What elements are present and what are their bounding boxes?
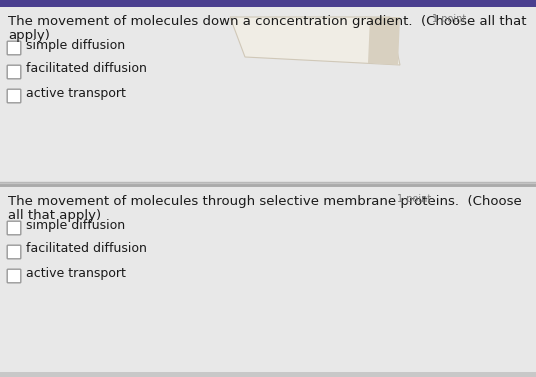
Text: The movement of molecules down a concentration gradient.  (Choose all that: The movement of molecules down a concent… — [8, 15, 526, 28]
FancyBboxPatch shape — [7, 89, 21, 103]
Polygon shape — [230, 17, 400, 65]
FancyBboxPatch shape — [0, 10, 536, 20]
Text: facilitated diffusion: facilitated diffusion — [26, 242, 147, 256]
Text: apply): apply) — [8, 29, 50, 42]
FancyBboxPatch shape — [7, 41, 21, 55]
Polygon shape — [368, 17, 400, 65]
Text: active transport: active transport — [26, 267, 126, 279]
Text: 1 point: 1 point — [432, 14, 466, 24]
Text: facilitated diffusion: facilitated diffusion — [26, 63, 147, 75]
Text: simple diffusion: simple diffusion — [26, 219, 125, 231]
FancyBboxPatch shape — [7, 221, 21, 235]
FancyBboxPatch shape — [0, 187, 536, 372]
FancyBboxPatch shape — [7, 65, 21, 79]
Text: 1 point: 1 point — [397, 194, 431, 204]
FancyBboxPatch shape — [0, 7, 536, 182]
FancyBboxPatch shape — [7, 269, 21, 283]
Text: all that apply): all that apply) — [8, 209, 101, 222]
Text: The movement of molecules through selective membrane proteins.  (Choose: The movement of molecules through select… — [8, 195, 522, 208]
FancyBboxPatch shape — [7, 245, 21, 259]
Text: active transport: active transport — [26, 86, 126, 100]
FancyBboxPatch shape — [0, 0, 536, 10]
Text: simple diffusion: simple diffusion — [26, 38, 125, 52]
